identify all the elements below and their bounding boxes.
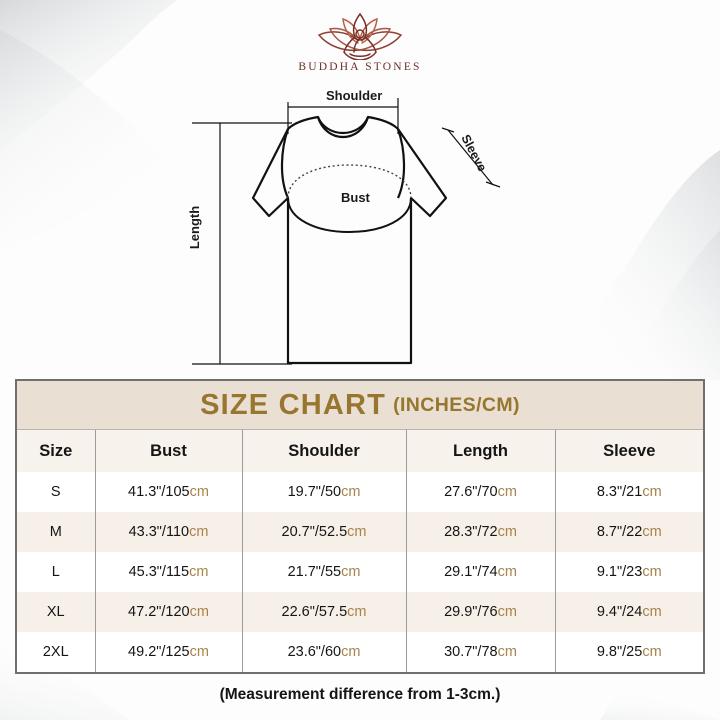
value-inches: 29.1"/74	[444, 564, 498, 580]
value-unit: cm	[642, 524, 662, 540]
value-unit: cm	[341, 484, 361, 500]
size-chart-title-units: (INCHES/CM)	[393, 393, 520, 416]
value-unit: cm	[189, 604, 209, 620]
dimension-label-shoulder: Shoulder	[326, 88, 383, 103]
value-unit: cm	[347, 604, 367, 620]
cell-length: 29.9"/76cm	[406, 592, 556, 632]
value-unit: cm	[497, 604, 517, 620]
value-inches: 49.2"/125	[128, 644, 190, 660]
value-unit: cm	[642, 484, 662, 500]
value-unit: cm	[497, 644, 517, 660]
lotus-meditation-icon	[317, 12, 403, 60]
dimension-label-length: Length	[187, 205, 203, 250]
cell-size: S	[17, 472, 96, 512]
value-unit: cm	[189, 484, 209, 500]
table-header-row: Size Bust Shoulder Length Sleeve	[17, 430, 703, 472]
value-inches: 8.7"/22	[596, 524, 643, 540]
value-inches: 43.3"/110	[128, 524, 190, 540]
value-inches: 19.7"/50	[287, 484, 342, 500]
size-chart-title: SIZE CHART	[200, 388, 387, 421]
cell-bust: 43.3"/110cm	[95, 512, 243, 552]
cell-shoulder: 20.7"/52.5cm	[242, 512, 407, 552]
value-inches: 27.6"/70	[444, 484, 498, 500]
value-inches: 22.6"/57.5	[281, 604, 348, 620]
column-header-sleeve: Sleeve	[555, 430, 703, 472]
value-inches: 30.7"/78	[444, 644, 498, 660]
cell-bust: 41.3"/105cm	[95, 472, 243, 512]
value-inches: 45.3"/115	[128, 564, 190, 580]
cell-sleeve: 8.7"/22cm	[555, 512, 703, 552]
value-unit: cm	[341, 644, 361, 660]
column-header-length: Length	[406, 430, 556, 472]
dimension-label-bust: Bust	[341, 190, 370, 205]
cell-length: 30.7"/78cm	[406, 632, 556, 672]
cell-sleeve: 9.8"/25cm	[555, 632, 703, 672]
value-unit: cm	[642, 644, 662, 660]
table-row: M 43.3"/110cm 20.7"/52.5cm 28.3"/72cm 8.…	[17, 512, 703, 552]
brand-logo: BUDDHA STONES	[0, 10, 720, 73]
cell-bust: 47.2"/120cm	[95, 592, 243, 632]
measurement-disclaimer: (Measurement difference from 1-3cm.)	[219, 686, 501, 703]
value-unit: cm	[497, 564, 517, 580]
value-unit: cm	[497, 484, 517, 500]
cell-shoulder: 19.7"/50cm	[242, 472, 407, 512]
value-inches: 47.2"/120	[128, 604, 190, 620]
cell-length: 27.6"/70cm	[406, 472, 556, 512]
brand-wordmark: BUDDHA STONES	[298, 61, 422, 73]
cell-sleeve: 9.1"/23cm	[555, 552, 703, 592]
value-inches: 41.3"/105	[128, 484, 190, 500]
table-row: L 45.3"/115cm 21.7"/55cm 29.1"/74cm 9.1"…	[17, 552, 703, 592]
column-header-bust: Bust	[95, 430, 243, 472]
value-inches: 28.3"/72	[444, 524, 498, 540]
cell-bust: 49.2"/125cm	[95, 632, 243, 672]
value-inches: 21.7"/55	[287, 564, 342, 580]
value-unit: cm	[642, 564, 662, 580]
value-inches: 20.7"/52.5	[281, 524, 348, 540]
value-inches: 8.3"/21	[596, 484, 643, 500]
cell-sleeve: 9.4"/24cm	[555, 592, 703, 632]
size-chart-title-bar: SIZE CHART (INCHES/CM)	[17, 381, 703, 430]
cell-bust: 45.3"/115cm	[95, 552, 243, 592]
cell-shoulder: 21.7"/55cm	[242, 552, 407, 592]
value-inches: 9.1"/23	[596, 564, 643, 580]
value-unit: cm	[347, 524, 367, 540]
cell-size: 2XL	[17, 632, 96, 672]
value-unit: cm	[497, 524, 517, 540]
value-unit: cm	[189, 564, 209, 580]
value-inches: 29.9"/76	[444, 604, 498, 620]
value-inches: 23.6"/60	[287, 644, 342, 660]
cell-length: 28.3"/72cm	[406, 512, 556, 552]
table-row: 2XL 49.2"/125cm 23.6"/60cm 30.7"/78cm 9.…	[17, 632, 703, 672]
table-row: XL 47.2"/120cm 22.6"/57.5cm 29.9"/76cm 9…	[17, 592, 703, 632]
table-row: S 41.3"/105cm 19.7"/50cm 27.6"/70cm 8.3"…	[17, 472, 703, 512]
size-chart-table: Size Bust Shoulder Length Sleeve S 41.3"…	[17, 430, 703, 672]
cell-size: L	[17, 552, 96, 592]
value-inches: 9.8"/25	[596, 644, 643, 660]
value-unit: cm	[189, 524, 209, 540]
tshirt-outline-svg	[192, 98, 501, 365]
cell-length: 29.1"/74cm	[406, 552, 556, 592]
column-header-shoulder: Shoulder	[242, 430, 407, 472]
cell-shoulder: 22.6"/57.5cm	[242, 592, 407, 632]
cell-size: XL	[17, 592, 96, 632]
cell-sleeve: 8.3"/21cm	[555, 472, 703, 512]
value-inches: 9.4"/24	[596, 604, 643, 620]
value-unit: cm	[642, 604, 662, 620]
cell-shoulder: 23.6"/60cm	[242, 632, 407, 672]
cell-size: M	[17, 512, 96, 552]
value-unit: cm	[341, 564, 361, 580]
value-unit: cm	[189, 644, 209, 660]
tshirt-measurement-diagram: Shoulder Bust Length Sleeve	[180, 86, 525, 376]
column-header-size: Size	[17, 430, 96, 472]
size-chart-table-container: SIZE CHART (INCHES/CM) Size Bust Shoulde…	[15, 379, 705, 674]
